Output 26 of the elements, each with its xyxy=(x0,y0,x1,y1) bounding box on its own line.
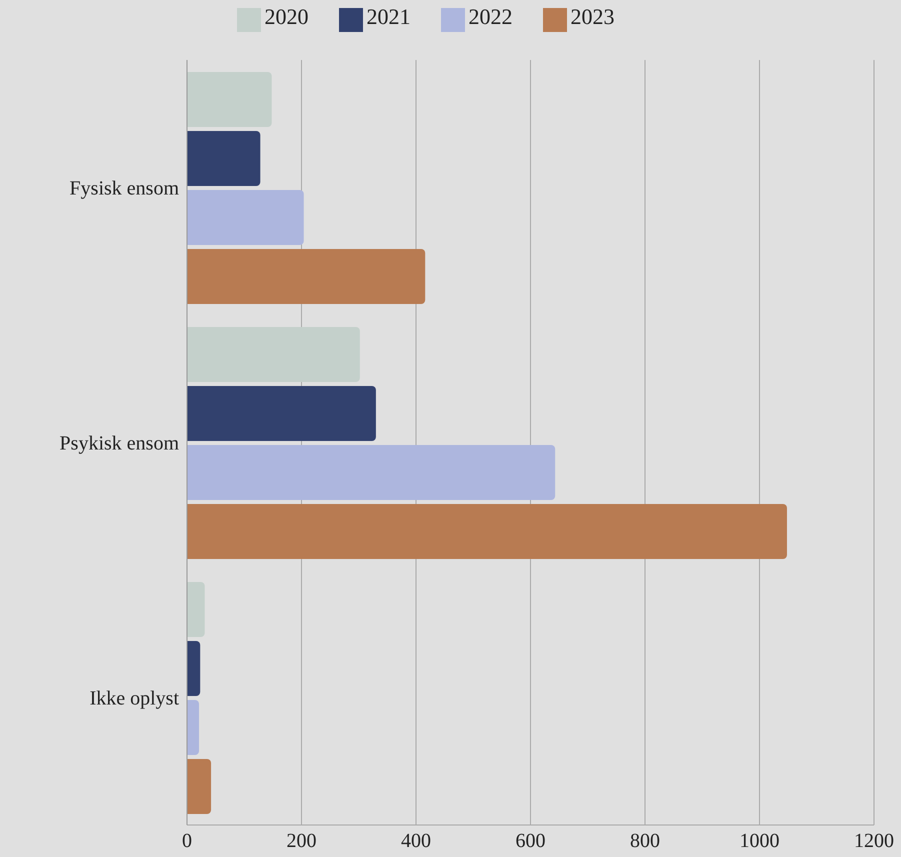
x-tick-label: 400 xyxy=(401,830,431,852)
bar xyxy=(187,386,376,441)
x-tick-label: 1000 xyxy=(740,830,780,852)
bar xyxy=(187,700,200,755)
bar xyxy=(187,131,260,186)
bar xyxy=(187,582,205,637)
x-tick-label: 0 xyxy=(182,830,192,852)
bar xyxy=(187,445,556,500)
x-tick-label: 1200 xyxy=(854,830,894,852)
legend-label: 2023 xyxy=(570,4,614,29)
legend-label: 2020 xyxy=(264,4,308,29)
x-tick-label: 600 xyxy=(516,830,546,852)
bar xyxy=(187,72,272,127)
bar xyxy=(187,190,304,245)
bar xyxy=(187,249,426,304)
y-tick-label: Ikke oplyst xyxy=(90,688,180,710)
bar xyxy=(187,327,360,382)
bar xyxy=(187,504,787,559)
x-tick-label: 200 xyxy=(286,830,316,852)
y-tick-label: Psykisk ensom xyxy=(60,432,180,455)
bar xyxy=(187,641,200,696)
bar xyxy=(187,759,212,814)
x-tick-label: 800 xyxy=(630,830,660,852)
legend-label: 2021 xyxy=(366,4,410,29)
legend-label: 2022 xyxy=(468,4,512,29)
y-tick-label: Fysisk ensom xyxy=(70,178,180,200)
